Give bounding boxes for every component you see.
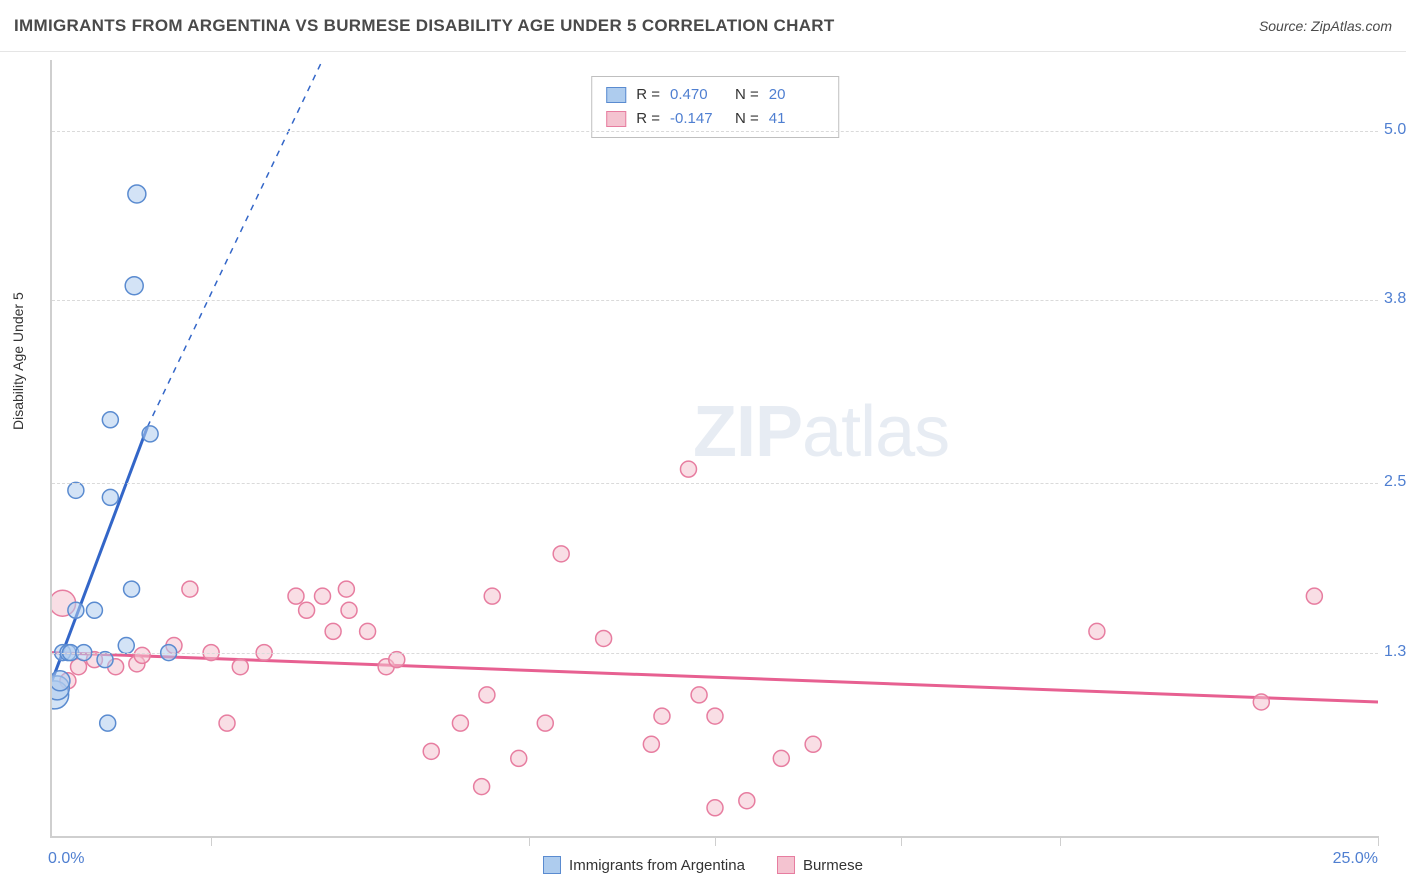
y-tick-label: 2.5% bbox=[1384, 473, 1406, 491]
watermark: ZIPatlas bbox=[693, 391, 949, 473]
legend-label-burmese: Burmese bbox=[803, 857, 863, 874]
y-tick-label: 1.3% bbox=[1384, 643, 1406, 661]
y-axis-label: Disability Age Under 5 bbox=[10, 292, 26, 430]
plot-area: ZIPatlas R = 0.470 N = 20 R = -0.147 N =… bbox=[50, 60, 1378, 838]
watermark-bold: ZIP bbox=[693, 392, 802, 472]
legend-label-argentina: Immigrants from Argentina bbox=[569, 857, 745, 874]
watermark-light: atlas bbox=[802, 392, 949, 472]
r-value-argentina: 0.470 bbox=[670, 83, 725, 107]
legend-item-burmese: Burmese bbox=[777, 856, 863, 874]
legend-item-argentina: Immigrants from Argentina bbox=[543, 856, 745, 874]
r-label: R = bbox=[636, 107, 660, 131]
chart-title: IMMIGRANTS FROM ARGENTINA VS BURMESE DIS… bbox=[14, 16, 835, 36]
chart-svg-layer bbox=[52, 60, 1378, 836]
swatch-burmese bbox=[777, 856, 795, 874]
y-tick-label: 5.0% bbox=[1384, 121, 1406, 139]
source-label: Source: ZipAtlas.com bbox=[1259, 18, 1392, 34]
r-label: R = bbox=[636, 83, 660, 107]
n-value-burmese: 41 bbox=[769, 107, 824, 131]
swatch-burmese bbox=[606, 111, 626, 127]
stats-row-argentina: R = 0.470 N = 20 bbox=[606, 83, 824, 107]
series-legend: Immigrants from Argentina Burmese bbox=[0, 856, 1406, 874]
y-tick-label: 3.8% bbox=[1384, 290, 1406, 308]
stats-legend: R = 0.470 N = 20 R = -0.147 N = 41 bbox=[591, 76, 839, 138]
chart-header: IMMIGRANTS FROM ARGENTINA VS BURMESE DIS… bbox=[0, 0, 1406, 52]
swatch-argentina bbox=[606, 87, 626, 103]
n-value-argentina: 20 bbox=[769, 83, 824, 107]
chart-body: ZIPatlas R = 0.470 N = 20 R = -0.147 N =… bbox=[0, 52, 1406, 892]
r-value-burmese: -0.147 bbox=[670, 107, 725, 131]
n-label: N = bbox=[735, 107, 759, 131]
n-label: N = bbox=[735, 83, 759, 107]
stats-row-burmese: R = -0.147 N = 41 bbox=[606, 107, 824, 131]
swatch-argentina bbox=[543, 856, 561, 874]
